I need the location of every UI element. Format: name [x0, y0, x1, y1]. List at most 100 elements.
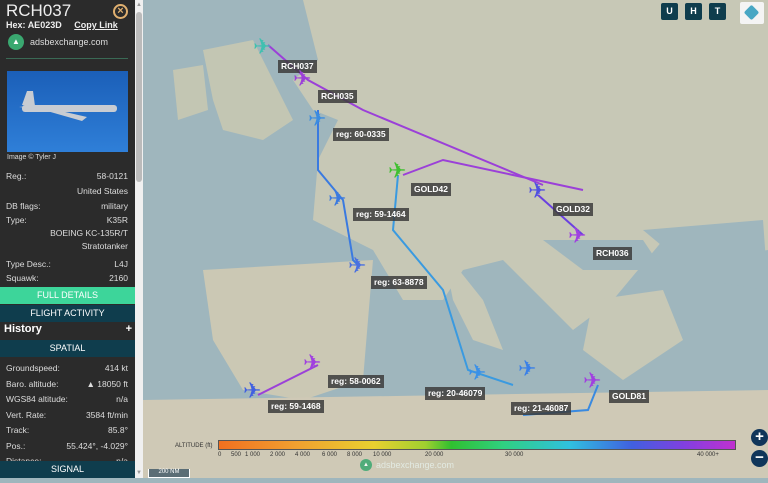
aircraft-icon[interactable]: ✈ [348, 253, 367, 278]
spatial-row: Groundspeed: 414 kt [6, 363, 128, 373]
detail-value: L4J [114, 259, 128, 269]
toolbar-button-h[interactable]: H [685, 3, 702, 20]
history-header[interactable]: History + [4, 323, 132, 335]
aircraft-label[interactable]: RCH035 [318, 90, 357, 103]
copy-link[interactable]: Copy Link [74, 20, 118, 30]
spatial-label: Pos.: [6, 440, 26, 451]
history-title: History [4, 323, 42, 335]
callsign: RCH037 [6, 1, 72, 20]
aircraft-label[interactable]: RCH037 [278, 60, 317, 73]
aircraft-label[interactable]: reg: 21-46087 [511, 402, 572, 415]
expand-icon[interactable]: + [125, 323, 132, 335]
detail-row: Type Desc.: L4J [6, 259, 128, 269]
legend-tick: 10 000 [373, 452, 392, 458]
divider [6, 58, 128, 59]
aircraft-icon[interactable]: ✈ [308, 106, 327, 131]
spatial-row: Track: 85.8° [6, 425, 128, 435]
close-icon[interactable]: × [113, 4, 128, 19]
detail-row: Reg.: 58-0121 [6, 171, 128, 181]
aircraft-icon[interactable]: ✈ [583, 368, 602, 393]
aircraft-label[interactable]: GOLD81 [609, 390, 650, 403]
legend-tick: 0 [218, 452, 222, 458]
aircraft-label[interactable]: reg: 60-0335 [333, 128, 389, 141]
aircraft-icon[interactable]: ✈ [568, 223, 587, 248]
site-link[interactable]: ▲ adsbexchange.com [8, 34, 108, 50]
legend-tick: 1 000 [245, 452, 261, 458]
aircraft-icon[interactable]: ✈ [468, 360, 487, 385]
legend-tick: 20 000 [425, 452, 444, 458]
flight-activity-button[interactable]: FLIGHT ACTIVITY [0, 305, 135, 322]
zoom-in-button[interactable]: + [751, 429, 768, 446]
detail-value: K35R [106, 215, 128, 225]
aircraft-label[interactable]: reg: 59-1464 [353, 208, 409, 221]
aircraft-icon[interactable]: ✈ [243, 378, 262, 403]
legend-tick: 500 [231, 452, 242, 458]
legend-title: ALTITUDE (ft) [175, 443, 213, 449]
spatial-label: Vert. Rate: [6, 409, 47, 420]
detail-row: Type: K35R [6, 215, 128, 225]
aircraft-label[interactable]: reg: 20-46079 [425, 387, 486, 400]
hex-value: AE023D [27, 20, 62, 30]
spatial-header: SPATIAL [0, 340, 135, 357]
map-basemap [143, 0, 768, 478]
aircraft-icon[interactable]: ✈ [528, 178, 547, 203]
spatial-row: Pos.: 55.424°, -4.029° [6, 441, 128, 451]
aircraft-icon[interactable]: ✈ [518, 356, 537, 381]
legend-tick: 6 000 [322, 452, 338, 458]
spatial-label: Groundspeed: [6, 363, 60, 373]
detail-value: Stratotanker [81, 241, 128, 251]
detail-value: 58-0121 [96, 171, 128, 181]
detail-label: Type Desc.: [6, 259, 51, 269]
spatial-value: 55.424°, -4.029° [66, 440, 128, 451]
detail-label: Type: [6, 215, 27, 225]
site-name: adsbexchange.com [30, 37, 109, 47]
layers-icon[interactable] [740, 2, 764, 24]
spatial-label: Track: [6, 425, 30, 435]
aircraft-label[interactable]: reg: 58-0062 [328, 375, 384, 388]
detail-value: 2160 [109, 273, 128, 283]
aircraft-icon[interactable]: ✈ [253, 34, 272, 59]
spatial-label: WGS84 altitude: [6, 394, 68, 404]
aircraft-label[interactable]: GOLD32 [553, 203, 594, 216]
adsbexchange-logo-icon: ▲ [8, 34, 24, 50]
detail-value: military [101, 201, 128, 211]
detail-value: United States [76, 186, 128, 196]
legend-gradient [218, 440, 736, 450]
watermark-logo-icon: ▲ [360, 459, 372, 471]
legend-tick: 2 000 [270, 452, 286, 458]
aircraft-icon[interactable]: ✈ [388, 158, 407, 183]
detail-row: Stratotanker [6, 241, 128, 251]
spatial-row: Baro. altitude: ▲ 18050 ft [6, 379, 128, 389]
spatial-value: n/a [116, 394, 128, 404]
aircraft-info-panel: RCH037 × Hex: AE023D Copy Link ▲ adsbexc… [0, 0, 135, 478]
aircraft-icon[interactable]: ✈ [293, 66, 312, 91]
aircraft-icon[interactable]: ✈ [328, 186, 347, 211]
aircraft-icon[interactable]: ✈ [303, 350, 322, 375]
aircraft-label[interactable]: reg: 59-1468 [268, 400, 324, 413]
legend-tick: 4 000 [295, 452, 311, 458]
detail-label: Reg.: [6, 171, 27, 181]
toolbar-button-u[interactable]: U [661, 3, 678, 20]
map[interactable]: ✈ RCH037 ✈ RCH035 ✈ reg: 60-0335 ✈ GOLD42 ✈ GOLD3… [143, 0, 768, 478]
detail-row: Squawk: 2160 [6, 273, 128, 283]
signal-header: SIGNAL [0, 461, 135, 478]
detail-value: BOEING KC-135R/T [50, 228, 128, 238]
aircraft-photo[interactable] [7, 71, 128, 152]
aircraft-label[interactable]: RCH036 [593, 247, 632, 260]
aircraft-label[interactable]: GOLD42 [411, 183, 452, 196]
spatial-row: Vert. Rate: 3584 ft/min [6, 410, 128, 420]
aircraft-label[interactable]: reg: 63-8878 [371, 276, 427, 289]
legend-tick: 40 000+ [697, 452, 719, 458]
spatial-value: ▲ 18050 ft [86, 378, 129, 389]
detail-row: United States [6, 186, 128, 196]
full-details-button[interactable]: FULL DETAILS [0, 287, 135, 304]
detail-row: DB flags: military [6, 201, 128, 211]
spatial-value: 85.8° [108, 425, 128, 435]
zoom-out-button[interactable]: − [751, 450, 768, 467]
spatial-row: WGS84 altitude: n/a [6, 394, 128, 404]
hex-label: Hex: [6, 20, 26, 30]
detail-label: DB flags: [6, 201, 41, 211]
toolbar-button-t[interactable]: T [709, 3, 726, 20]
sidebar-scrollbar[interactable]: ▲ ▼ [135, 0, 143, 478]
watermark: ▲ adsbexchange.com [360, 459, 454, 471]
